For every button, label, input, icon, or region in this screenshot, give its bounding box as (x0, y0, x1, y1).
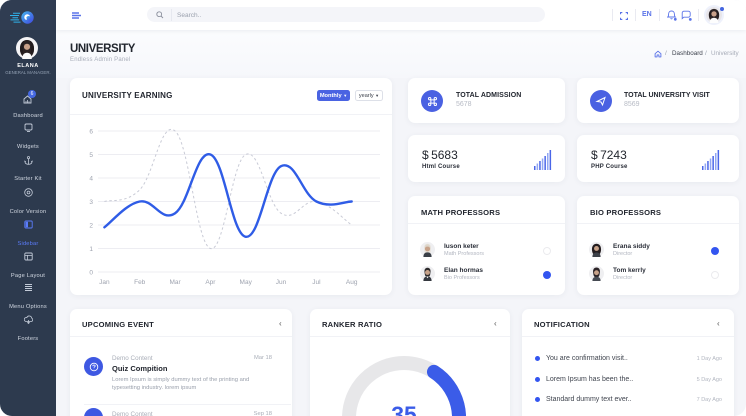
svg-text:Apr: Apr (205, 279, 216, 286)
svg-text:Jan: Jan (99, 279, 110, 286)
svg-text:Feb: Feb (134, 279, 146, 286)
svg-text:3: 3 (89, 199, 93, 206)
svg-text:2: 2 (89, 223, 93, 230)
svg-text:1: 1 (89, 246, 93, 253)
svg-text:May: May (240, 279, 253, 286)
svg-text:4: 4 (89, 176, 93, 183)
svg-text:5: 5 (89, 152, 93, 159)
svg-text:35: 35 (391, 402, 417, 416)
svg-text:6: 6 (89, 129, 93, 136)
svg-text:0: 0 (89, 270, 93, 277)
svg-text:Jul: Jul (312, 279, 321, 286)
svg-text:Aug: Aug (346, 279, 358, 286)
svg-text:Mar: Mar (169, 279, 181, 286)
svg-text:Jun: Jun (276, 279, 287, 286)
